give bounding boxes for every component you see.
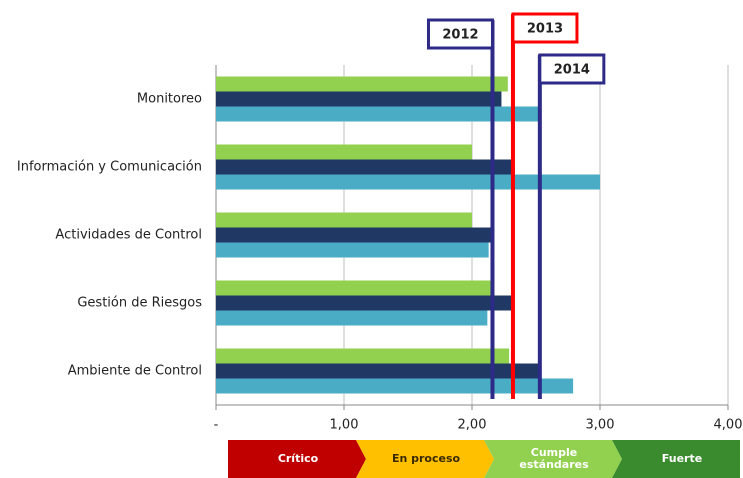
- y-tick-label: Gestión de Riesgos: [77, 296, 202, 311]
- bar: [216, 227, 494, 243]
- band-chevron: [484, 440, 622, 478]
- reference-label: 2013: [527, 22, 563, 37]
- band-label: En proceso: [391, 452, 461, 465]
- reference-box: [538, 53, 606, 85]
- bar: [216, 348, 510, 364]
- x-tick-label: 2,00: [458, 418, 487, 433]
- bar: [216, 76, 508, 92]
- band-label: Fuerte: [661, 452, 703, 465]
- y-tick-label: Ambiente de Control: [68, 364, 202, 379]
- bar: [216, 378, 574, 394]
- x-tick-label: -: [214, 418, 219, 433]
- y-tick-label: Información y Comunicación: [17, 160, 202, 175]
- bar: [216, 295, 513, 311]
- bar: [216, 310, 488, 326]
- x-tick-label: 3,00: [586, 418, 615, 433]
- y-tick-label: Actividades de Control: [55, 228, 202, 243]
- bar: [216, 174, 600, 190]
- bar: [216, 280, 494, 296]
- reference-label: 2012: [442, 28, 478, 43]
- band-chevron: [228, 440, 366, 478]
- bar: [216, 363, 542, 379]
- bar: [216, 106, 539, 122]
- band-label: Crítico: [277, 452, 319, 465]
- bar: [216, 91, 502, 107]
- reference-box: [426, 18, 494, 50]
- bar: [216, 212, 472, 228]
- x-tick-label: 1,00: [330, 418, 359, 433]
- bar: [216, 159, 515, 175]
- bar: [216, 242, 489, 258]
- y-tick-label: Monitoreo: [137, 92, 202, 107]
- bar: [216, 144, 472, 160]
- band-chevron: [356, 440, 494, 478]
- x-tick-label: 4,00: [714, 418, 743, 433]
- band-chevron: [612, 440, 740, 478]
- band-label: Cumple estándares: [519, 446, 589, 471]
- reference-box: [511, 12, 579, 44]
- reference-label: 2014: [554, 63, 590, 78]
